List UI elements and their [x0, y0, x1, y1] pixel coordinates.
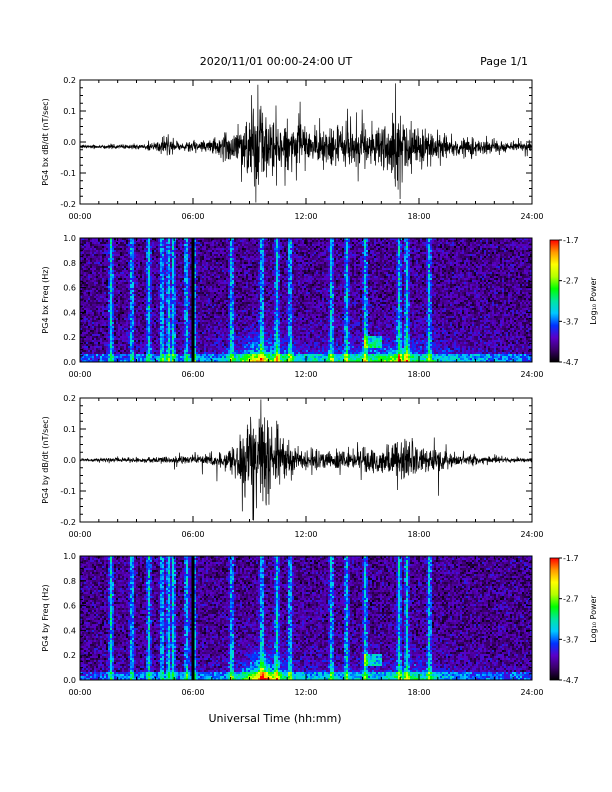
x-tick-label: 12:00 — [294, 370, 317, 379]
x-tick-label: 12:00 — [294, 212, 317, 221]
y-tick-label: -0.1 — [60, 169, 76, 178]
x-tick-label: 06:00 — [181, 530, 204, 539]
x-tick-label: 24:00 — [520, 688, 543, 697]
x-tick-label: 24:00 — [520, 530, 543, 539]
x-tick-label: 12:00 — [294, 688, 317, 697]
colorbar-tick-label: -1.7 — [563, 554, 579, 563]
y-tick-label: 0.2 — [63, 651, 76, 660]
page-title: 2020/11/01 00:00-24:00 UT — [200, 55, 353, 68]
x-axis-label: Universal Time (hh:mm) — [209, 712, 342, 725]
x-tick-label: 00:00 — [68, 688, 91, 697]
y-axis-label: PG4 by dB/dt (nT/sec) — [41, 416, 50, 503]
y-tick-label: 0.6 — [63, 602, 76, 611]
y-axis-label: PG4 bx dB/dt (nT/sec) — [41, 98, 50, 185]
y-tick-label: 0.2 — [63, 394, 76, 403]
colorbar-scale — [549, 239, 560, 363]
data-gap — [191, 238, 195, 362]
y-tick-label: 0.0 — [63, 138, 76, 147]
x-tick-label: 24:00 — [520, 370, 543, 379]
colorbar-tick-label: -3.7 — [563, 317, 579, 326]
y-tick-label: 1.0 — [63, 234, 76, 243]
bx-timeseries-panel: 00:00 06:00 12:00 18:00 24:00 -0.2 -0.1 0.0 0.1 0… — [41, 76, 544, 221]
x-tick-label: 24:00 — [520, 212, 543, 221]
y-tick-label: 0.4 — [63, 308, 76, 317]
y-tick-label: 0.1 — [63, 107, 76, 116]
y-axis-label: PG4 by Freq (Hz) — [41, 584, 50, 651]
y-tick-label: 0.0 — [63, 456, 76, 465]
x-tick-label: 00:00 — [68, 370, 91, 379]
spectrogram-image — [80, 238, 532, 362]
colorbar-tick-label: -1.7 — [563, 236, 579, 245]
bx-spectrogram-panel: 00:00 06:00 12:00 18:00 24:00 0.0 0.2 0.4 0.6 0.8… — [41, 234, 544, 379]
y-tick-label: 0.8 — [63, 259, 76, 268]
y-tick-label: -0.2 — [60, 518, 76, 527]
x-tick-label: 18:00 — [407, 370, 430, 379]
x-tick-label: 06:00 — [181, 212, 204, 221]
y-tick-label: 0.1 — [63, 425, 76, 434]
series-line — [79, 399, 533, 521]
x-tick-label: 18:00 — [407, 688, 430, 697]
x-tick-label: 18:00 — [407, 212, 430, 221]
y-tick-label: 1.0 — [63, 552, 76, 561]
x-tick-label: 00:00 — [68, 212, 91, 221]
spectrogram-image — [80, 556, 532, 680]
y-tick-label: 0.2 — [63, 333, 76, 342]
page-number: Page 1/1 — [480, 55, 528, 68]
x-tick-label: 00:00 — [68, 530, 91, 539]
y-tick-label: 0.8 — [63, 577, 76, 586]
series-line — [79, 83, 533, 203]
colorbar-tick-label: -2.7 — [563, 595, 579, 604]
colorbar-tick-label: -2.7 — [563, 277, 579, 286]
by-timeseries-panel: 00:00 06:00 12:00 18:00 24:00 -0.2 -0.1 0.0 0.1 0… — [41, 394, 544, 539]
x-tick-label: 06:00 — [181, 688, 204, 697]
y-tick-label: 0.4 — [63, 626, 76, 635]
colorbar-label: Log₁₀ Power — [589, 277, 598, 325]
colorbar-tick-label: -4.7 — [563, 676, 579, 685]
x-tick-label: 12:00 — [294, 530, 317, 539]
x-tick-label: 18:00 — [407, 530, 430, 539]
bx-colorbar: -1.7 -2.7 -3.7 -4.7 Log₁₀ Power — [549, 236, 598, 367]
y-tick-label: 0.0 — [63, 676, 76, 685]
y-tick-label: -0.2 — [60, 200, 76, 209]
y-tick-label: 0.2 — [63, 76, 76, 85]
colorbar-scale — [549, 557, 560, 681]
data-gap — [191, 556, 195, 680]
colorbar-tick-label: -3.7 — [563, 635, 579, 644]
colorbar-label: Log₁₀ Power — [589, 595, 598, 643]
by-colorbar: -1.7 -2.7 -3.7 -4.7 Log₁₀ Power — [549, 554, 598, 685]
x-tick-label: 06:00 — [181, 370, 204, 379]
y-tick-label: 0.0 — [63, 358, 76, 367]
y-tick-label: -0.1 — [60, 487, 76, 496]
colorbar-tick-label: -4.7 — [563, 358, 579, 367]
by-spectrogram-panel: 00:00 06:00 12:00 18:00 24:00 0.0 0.2 0.4 0.6 0.8… — [41, 552, 544, 697]
y-axis-label: PG4 bx Freq (Hz) — [41, 266, 50, 333]
y-tick-label: 0.6 — [63, 284, 76, 293]
